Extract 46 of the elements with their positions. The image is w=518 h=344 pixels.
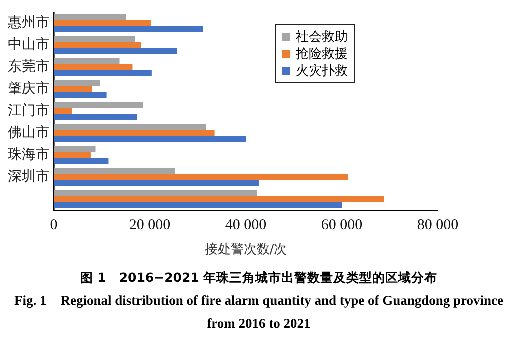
- bar: [54, 136, 246, 142]
- y-tick-label: 东莞市: [8, 59, 50, 76]
- bar: [54, 92, 107, 98]
- bar: [54, 202, 342, 208]
- x-tick-label: 80 000: [417, 217, 459, 234]
- bar: [54, 64, 133, 70]
- bar: [54, 36, 136, 42]
- bar: [54, 108, 72, 114]
- bar: [54, 14, 126, 20]
- bar: [54, 114, 138, 120]
- bar: [54, 196, 384, 202]
- y-tick-label: 江门市: [8, 103, 50, 120]
- legend-label: 火灾扑救: [295, 62, 348, 79]
- bar: [54, 20, 151, 26]
- bar: [54, 152, 91, 158]
- bar: [54, 102, 144, 108]
- bar: [54, 80, 100, 86]
- bar: [54, 130, 215, 136]
- bar: [54, 124, 206, 130]
- y-tick-label: 惠州市: [7, 15, 50, 32]
- y-tick-label: 珠海市: [8, 147, 50, 164]
- x-tick-label: 20 000: [129, 217, 171, 234]
- y-tick-label: 中山市: [8, 37, 50, 54]
- x-tick-label: 60 000: [321, 217, 363, 234]
- bar: [54, 158, 109, 164]
- caption: Fig. 1 Regional distribution of fire alarm quantity and type of Guangdong province from 2016 to 2021: [13, 292, 505, 333]
- legend-label: 社会救助: [295, 28, 348, 45]
- bar: [54, 190, 258, 196]
- bar: [54, 42, 142, 48]
- x-tick-label: 0: [50, 217, 58, 234]
- x-tick-label: 40 000: [225, 217, 267, 234]
- bar: [54, 70, 152, 76]
- bar: [54, 86, 92, 92]
- bar: [54, 174, 348, 180]
- bar: [54, 146, 96, 152]
- y-tick-label: 佛山市: [8, 125, 50, 142]
- caption: 图 1 2016−2021 年珠三角城市出警数量及类型的区域分布: [79, 269, 439, 287]
- bar: [54, 48, 178, 54]
- y-tick-label: 深圳市: [8, 169, 50, 186]
- y-tick-label: 肇庆市: [8, 81, 50, 98]
- bar: [54, 26, 204, 32]
- bar: [54, 180, 260, 186]
- x-axis-title: 接处警次数/次: [204, 242, 288, 258]
- bar: [54, 58, 120, 64]
- bar: [54, 168, 176, 174]
- legend-label: 抢险救援: [295, 46, 348, 62]
